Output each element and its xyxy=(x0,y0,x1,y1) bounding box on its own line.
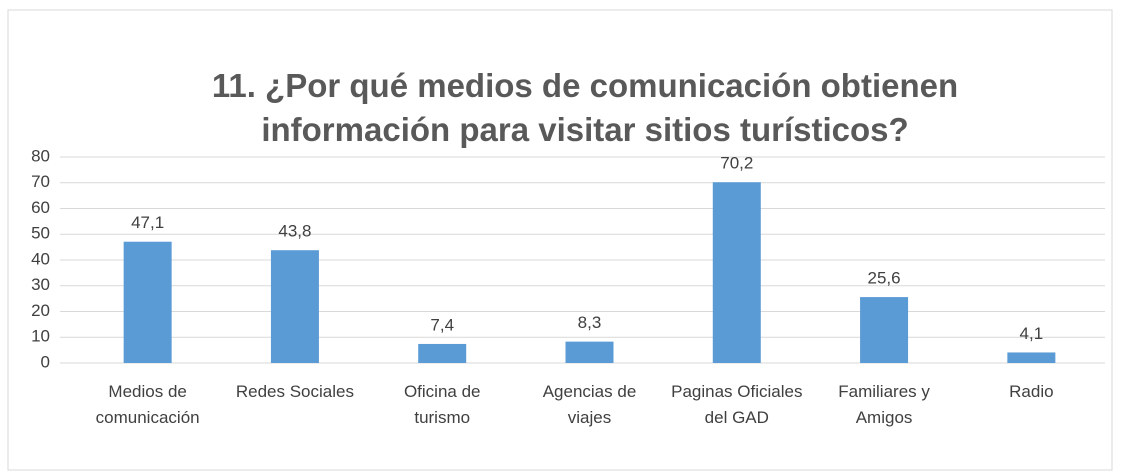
value-label: 8,3 xyxy=(578,313,602,332)
x-tick-label: Paginas Oficiales del GAD xyxy=(671,382,802,427)
bar xyxy=(123,241,172,363)
x-tick-label: Radio xyxy=(1009,382,1053,401)
y-tick-label: 40 xyxy=(31,249,50,268)
value-label: 47,1 xyxy=(131,213,164,232)
bar xyxy=(565,341,614,363)
x-tick-label: Redes Sociales xyxy=(236,382,354,401)
x-tick-label: Oficina de turismo xyxy=(404,382,481,427)
y-tick-label: 20 xyxy=(31,301,50,320)
bar xyxy=(270,250,319,363)
chart-border xyxy=(7,9,1113,471)
value-label: 43,8 xyxy=(278,222,311,241)
value-label: 70,2 xyxy=(720,154,753,173)
y-tick-label: 0 xyxy=(41,352,50,371)
bar xyxy=(712,182,761,363)
y-tick-label: 10 xyxy=(31,327,50,346)
y-tick-label: 50 xyxy=(31,224,50,243)
y-tick-label: 80 xyxy=(31,146,50,165)
y-tick-label: 30 xyxy=(31,275,50,294)
bar xyxy=(418,343,467,363)
value-label: 4,1 xyxy=(1020,324,1044,343)
y-tick-label: 70 xyxy=(31,172,50,191)
x-tick-label: Familiares y Amigos xyxy=(838,382,930,427)
value-label: 25,6 xyxy=(868,269,901,288)
y-tick-label: 60 xyxy=(31,198,50,217)
chart-title: 11. ¿Por qué medios de comunicación obti… xyxy=(212,67,958,148)
x-tick-label: Agencias de viajes xyxy=(543,382,637,427)
value-label: 7,4 xyxy=(430,315,454,334)
bar xyxy=(860,297,909,363)
x-tick-label: Medios de comunicación xyxy=(96,382,200,427)
bar xyxy=(1007,352,1056,363)
